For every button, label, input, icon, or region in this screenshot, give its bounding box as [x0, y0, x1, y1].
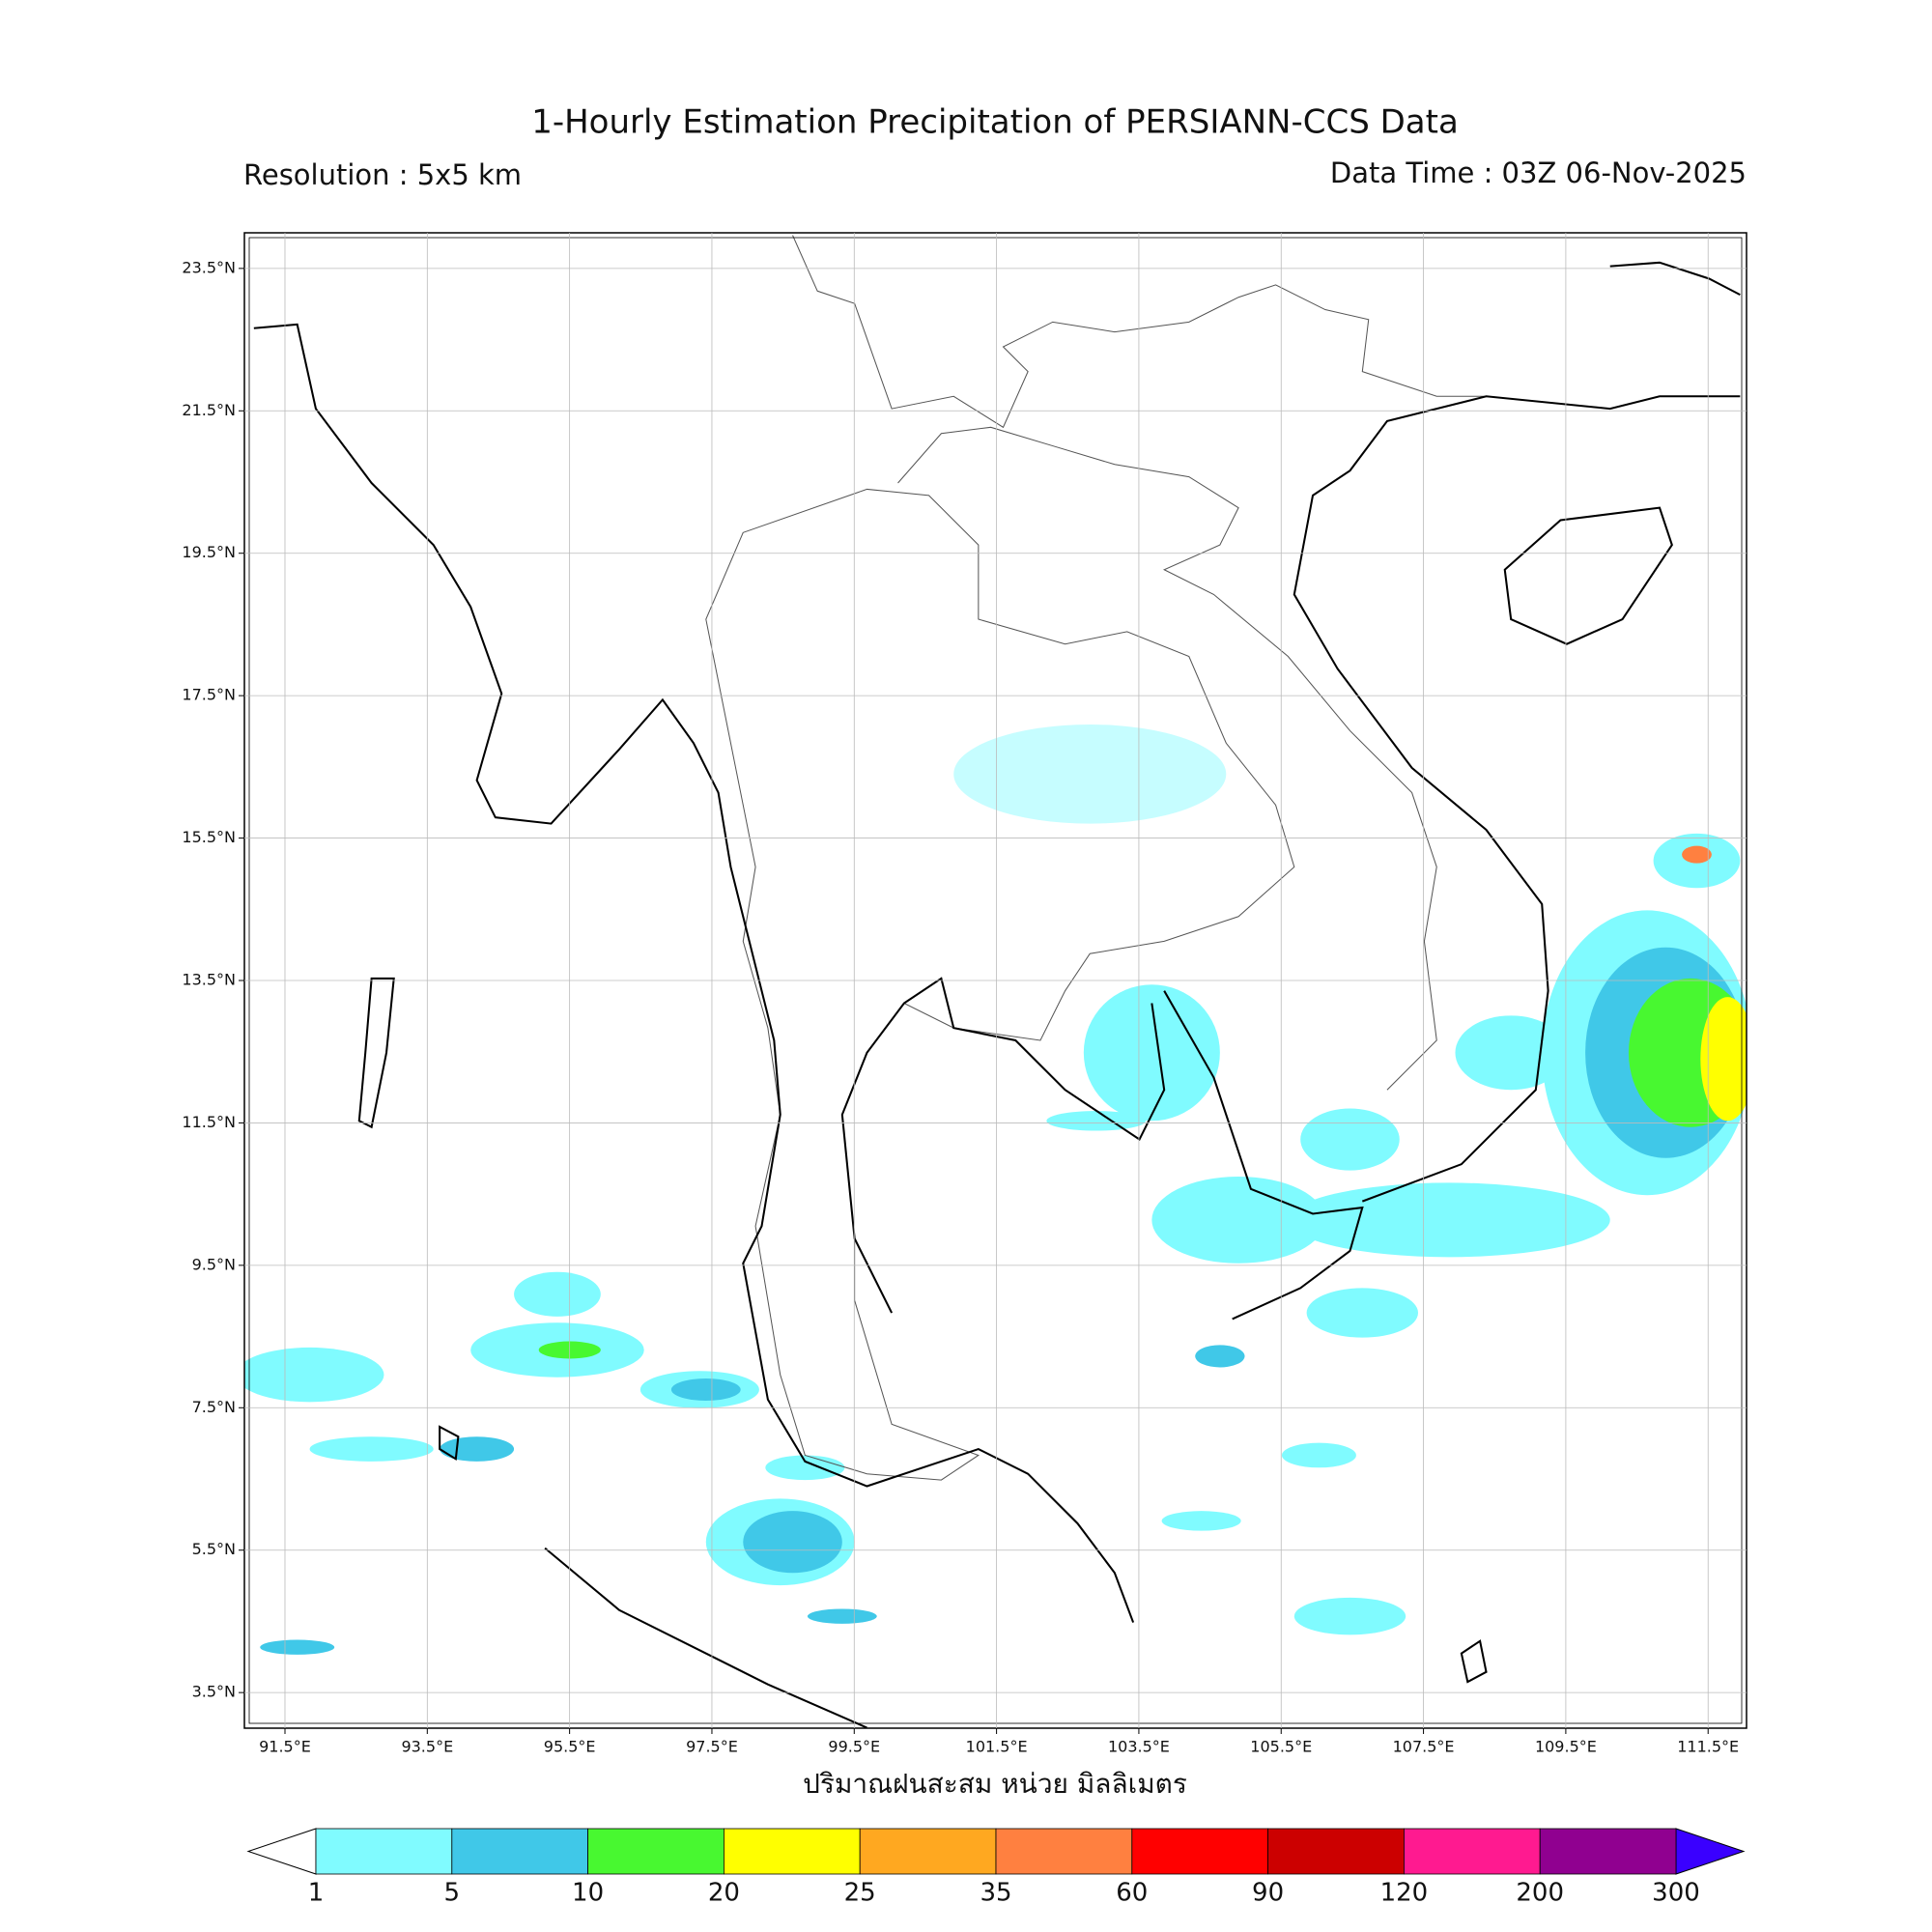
x-tick-label: 95.5°E: [544, 1738, 596, 1756]
y-tick-label: 17.5°N: [182, 686, 236, 704]
colorbar-cell: [315, 1828, 453, 1875]
x-tick-label: 93.5°E: [401, 1738, 453, 1756]
y-tick-label: 3.5°N: [192, 1683, 236, 1701]
x-tick-label: 107.5°E: [1393, 1738, 1455, 1756]
y-tick-label: 11.5°N: [182, 1113, 236, 1131]
x-tick-label: 103.5°E: [1108, 1738, 1170, 1756]
y-tick-label: 13.5°N: [182, 971, 236, 989]
colorbar-label: 120: [1380, 1879, 1429, 1908]
y-tick-label: 19.5°N: [182, 543, 236, 561]
y-tick-label: 9.5°N: [192, 1255, 236, 1273]
x-tick-label: 99.5°E: [828, 1738, 880, 1756]
colorbar-label: 1: [308, 1879, 325, 1908]
colorbar-cell: [995, 1828, 1133, 1875]
title: 1-Hourly Estimation Precipitation of PER…: [531, 103, 1459, 142]
colorbar-label: 20: [708, 1879, 740, 1908]
colorbar-over: [1675, 1828, 1746, 1875]
colorbar-cell: [724, 1828, 861, 1875]
x-tick-label: 109.5°E: [1535, 1738, 1597, 1756]
colorbar-cell: [1539, 1828, 1677, 1875]
rain-areas: [244, 724, 1747, 1655]
colorbar-cell: [1131, 1828, 1269, 1875]
x-tick-label: 105.5°E: [1250, 1738, 1312, 1756]
y-tick-label: 23.5°N: [182, 258, 236, 276]
x-tick-label: 101.5°E: [966, 1738, 1028, 1756]
data-time: Data Time : 03Z 06-Nov-2025: [1330, 156, 1747, 189]
x-tick-label: 97.5°E: [686, 1738, 738, 1756]
colorbar-label: 60: [1116, 1879, 1148, 1908]
axis-label: ปริมาณฝนสะสม หน่วย มิลลิเมตร: [803, 1768, 1187, 1800]
colorbar-under: [246, 1828, 317, 1875]
x-tick-label: 91.5°E: [259, 1738, 311, 1756]
colorbar-cell: [451, 1828, 588, 1875]
colorbar-label: 35: [980, 1879, 1011, 1908]
y-tick-label: 15.5°N: [182, 828, 236, 846]
colorbar-label: 300: [1652, 1879, 1700, 1908]
coastlines: [253, 261, 1741, 1728]
colorbar-label: 5: [444, 1879, 461, 1908]
y-tick-label: 5.5°N: [192, 1540, 236, 1558]
colorbar-cell: [1404, 1828, 1541, 1875]
colorbar-label: 200: [1516, 1879, 1564, 1908]
colorbar-label: 25: [844, 1879, 876, 1908]
colorbar-cell: [1267, 1828, 1405, 1875]
x-tick-label: 111.5°E: [1677, 1738, 1739, 1756]
colorbar-label: 90: [1252, 1879, 1284, 1908]
y-tick-label: 7.5°N: [192, 1398, 236, 1416]
resolution: Resolution : 5x5 km: [243, 158, 522, 191]
map-drawing: [244, 235, 1747, 1728]
colorbar-cell: [587, 1828, 724, 1875]
colorbar-label: 10: [572, 1879, 604, 1908]
colorbar-cell: [859, 1828, 997, 1875]
y-tick-label: 21.5°N: [182, 401, 236, 419]
map-area: [244, 235, 1747, 1728]
